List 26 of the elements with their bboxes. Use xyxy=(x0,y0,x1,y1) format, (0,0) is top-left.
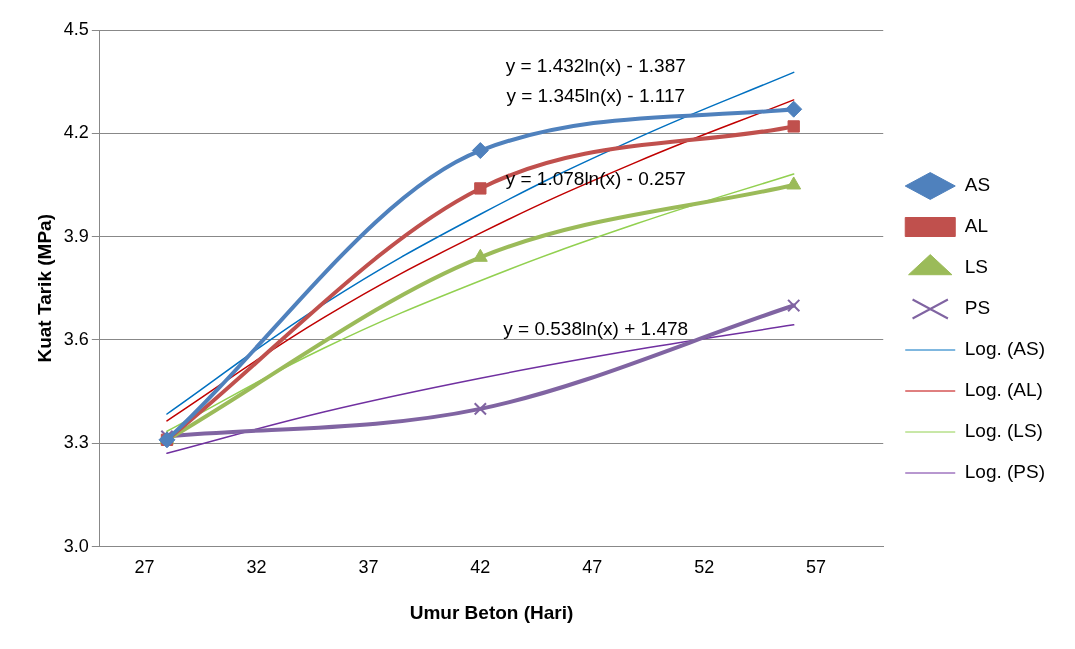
y-tick-label: 3.9 xyxy=(63,225,89,246)
x-tick-label: 32 xyxy=(246,557,267,578)
y-tick-label: 3.0 xyxy=(63,535,89,556)
legend-label: LS xyxy=(964,256,988,278)
y-tick-label: 4.2 xyxy=(63,122,89,143)
x-tick-label: 52 xyxy=(694,557,715,578)
legend-label: PS xyxy=(964,297,991,319)
legend-label: AS xyxy=(964,174,991,196)
legend-label: Log. (AL) xyxy=(964,379,1043,401)
y-axis-title: Kuat Tarik (MPa) xyxy=(33,214,55,363)
legend-label: Log. (LS) xyxy=(964,420,1043,442)
x-tick-label: 42 xyxy=(470,557,491,578)
legend-label: Log. (PS) xyxy=(964,461,1046,483)
x-tick-label: 57 xyxy=(806,557,827,578)
x-tick-label: 37 xyxy=(358,557,379,578)
x-tick-label: 27 xyxy=(134,557,155,578)
legend-label: AL xyxy=(964,215,988,237)
x-axis-title: Umur Beton (Hari) xyxy=(409,601,574,623)
annotation: y = 1.432ln(x) - 1.387 xyxy=(505,55,686,77)
legend-label: Log. (AS) xyxy=(964,338,1046,360)
y-tick-label: 3.3 xyxy=(63,432,89,453)
x-tick-label: 47 xyxy=(582,557,603,578)
annotation: y = 0.538ln(x) + 1.478 xyxy=(503,317,689,339)
y-tick-label: 3.6 xyxy=(63,328,89,349)
annotation: y = 1.345ln(x) - 1.117 xyxy=(506,84,686,106)
y-tick-label: 4.5 xyxy=(63,18,89,39)
